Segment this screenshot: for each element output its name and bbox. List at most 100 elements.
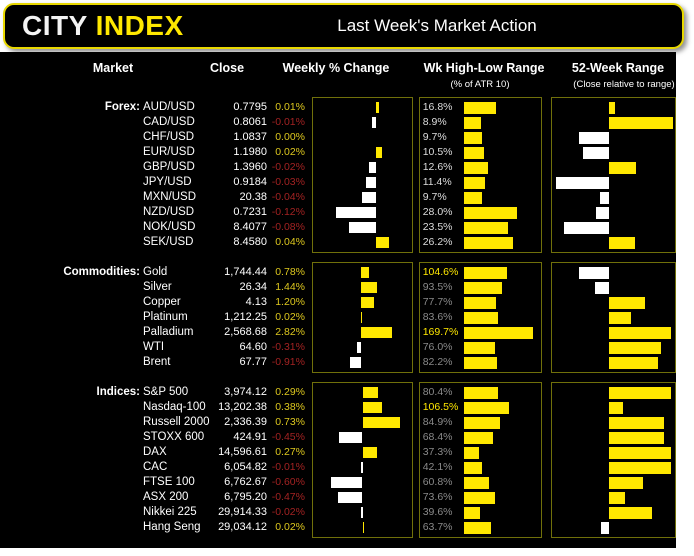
group-label — [0, 400, 140, 415]
group-label: Commodities: — [63, 266, 140, 278]
weekly-pct-value: -0.03% — [271, 176, 305, 188]
table-row: Forex: AUD/USD 0.7795 0.01% — [0, 100, 305, 115]
weekly-change-bar-row — [315, 340, 410, 355]
high-low-range-row: 16.8% — [422, 100, 540, 115]
above-range-midpoint-bar — [609, 491, 625, 504]
high-low-range-row: 12.6% — [422, 160, 540, 175]
market-name: NZD/USD — [143, 206, 195, 218]
below-range-midpoint-bar — [556, 176, 610, 189]
close-value: 67.77 — [239, 356, 267, 368]
weekly-change-chart — [312, 262, 413, 373]
range-bar — [463, 432, 493, 444]
group-label — [0, 145, 140, 160]
range-pct-label: 77.7% — [422, 296, 453, 308]
52-week-range-row — [554, 415, 673, 430]
table-row: JPY/USD 0.9184 -0.03% — [0, 175, 305, 190]
range-pct-label: 26.2% — [422, 236, 453, 248]
above-range-midpoint-bar — [609, 386, 671, 399]
weekly-change-bar-row — [315, 310, 410, 325]
high-low-range-row: 104.6% — [422, 265, 540, 280]
positive-change-bar — [362, 387, 378, 398]
range-bar — [463, 402, 509, 414]
column-header-52-week-range: 52-Week Range — [571, 61, 665, 75]
weekly-change-bar-row — [315, 280, 410, 295]
market-name: S&P 500 — [143, 386, 189, 398]
negative-change-bar — [350, 357, 361, 368]
labels-column: Commodities: Gold 1,744.44 0.78% Silver 26.34… — [0, 265, 305, 370]
group-label — [0, 160, 140, 175]
market-name: Hang Seng — [143, 521, 201, 533]
positive-change-bar — [362, 417, 401, 428]
negative-change-bar — [331, 477, 363, 488]
range-pct-label: 8.9% — [422, 116, 447, 128]
positive-change-bar — [362, 522, 364, 533]
range-pct-label: 42.1% — [422, 461, 453, 473]
weekly-change-bar-row — [315, 160, 410, 175]
range-pct-label: 23.5% — [422, 221, 453, 233]
above-range-midpoint-bar — [609, 326, 671, 339]
market-name: Silver — [143, 281, 172, 293]
market-name: Gold — [143, 266, 168, 278]
group-label — [0, 115, 140, 130]
above-range-midpoint-bar — [609, 446, 671, 459]
weekly-pct-value: -0.45% — [271, 431, 305, 443]
weekly-change-chart — [312, 97, 413, 253]
header-bar: CITY INDEX Last Week's Market Action — [3, 3, 684, 49]
range-bar — [463, 387, 498, 399]
positive-change-bar — [360, 282, 377, 293]
group-label: Indices: — [96, 386, 140, 398]
range-bar — [463, 207, 517, 219]
range-pct-label: 9.7% — [422, 131, 447, 143]
52-week-range-row — [554, 355, 673, 370]
below-range-midpoint-bar — [582, 146, 610, 159]
52-week-range-row — [554, 130, 673, 145]
close-value: 0.9184 — [233, 176, 267, 188]
table-row: Russell 2000 2,336.39 0.73% — [0, 415, 305, 430]
above-range-midpoint-bar — [609, 416, 664, 429]
high-low-range-row: 73.6% — [422, 490, 540, 505]
range-bar — [463, 147, 484, 159]
market-name: Palladium — [143, 326, 194, 338]
52-week-range-row — [554, 295, 673, 310]
positive-change-bar — [362, 447, 377, 458]
market-name: Brent — [143, 356, 171, 368]
report-panel: Market Close Weekly % Change Wk High-Low… — [0, 52, 676, 548]
weekly-pct-value: -0.31% — [271, 341, 305, 353]
below-range-midpoint-bar — [596, 206, 610, 219]
52-week-range-row — [554, 325, 673, 340]
above-range-midpoint-bar — [609, 101, 616, 114]
table-row: Brent 67.77 -0.91% — [0, 355, 305, 370]
close-value: 2,336.39 — [224, 416, 267, 428]
close-value: 1.0837 — [233, 131, 267, 143]
range-pct-label: 68.4% — [422, 431, 453, 443]
column-header-close: Close — [209, 61, 245, 75]
negative-change-bar — [338, 492, 363, 503]
below-range-midpoint-bar — [600, 191, 610, 204]
market-name: WTI — [143, 341, 165, 353]
52-week-range-row — [554, 220, 673, 235]
weekly-pct-value: 0.04% — [275, 236, 305, 248]
below-range-midpoint-bar — [579, 131, 610, 144]
high-low-range-row: 106.5% — [422, 400, 540, 415]
table-row: FTSE 100 6,762.67 -0.60% — [0, 475, 305, 490]
sections-container: Forex: AUD/USD 0.7795 0.01% CAD/USD 0.8061 -0.… — [0, 97, 676, 538]
positive-change-bar — [360, 327, 393, 338]
market-name: JPY/USD — [143, 176, 192, 188]
table-row: CAC 6,054.82 -0.01% — [0, 460, 305, 475]
weekly-change-bar-row — [315, 400, 410, 415]
high-low-range-chart: 104.6% 93.5% 77.7% 83.6% 169.7% 76.0% 82.2% — [418, 262, 543, 373]
close-value: 424.91 — [233, 431, 267, 443]
range-pct-label: 9.7% — [422, 191, 447, 203]
high-low-range-row: 23.5% — [422, 220, 540, 235]
range-bar — [463, 267, 507, 279]
range-bar — [463, 327, 534, 339]
negative-change-bar — [357, 342, 361, 353]
group-label — [0, 430, 140, 445]
city-index-logo: CITY INDEX — [22, 10, 184, 42]
group-label — [0, 175, 140, 190]
weekly-pct-value: -0.01% — [271, 116, 305, 128]
52-week-range-chart — [551, 262, 676, 373]
positive-change-bar — [360, 312, 363, 323]
52-week-range-row — [554, 445, 673, 460]
positive-change-bar — [360, 297, 375, 308]
